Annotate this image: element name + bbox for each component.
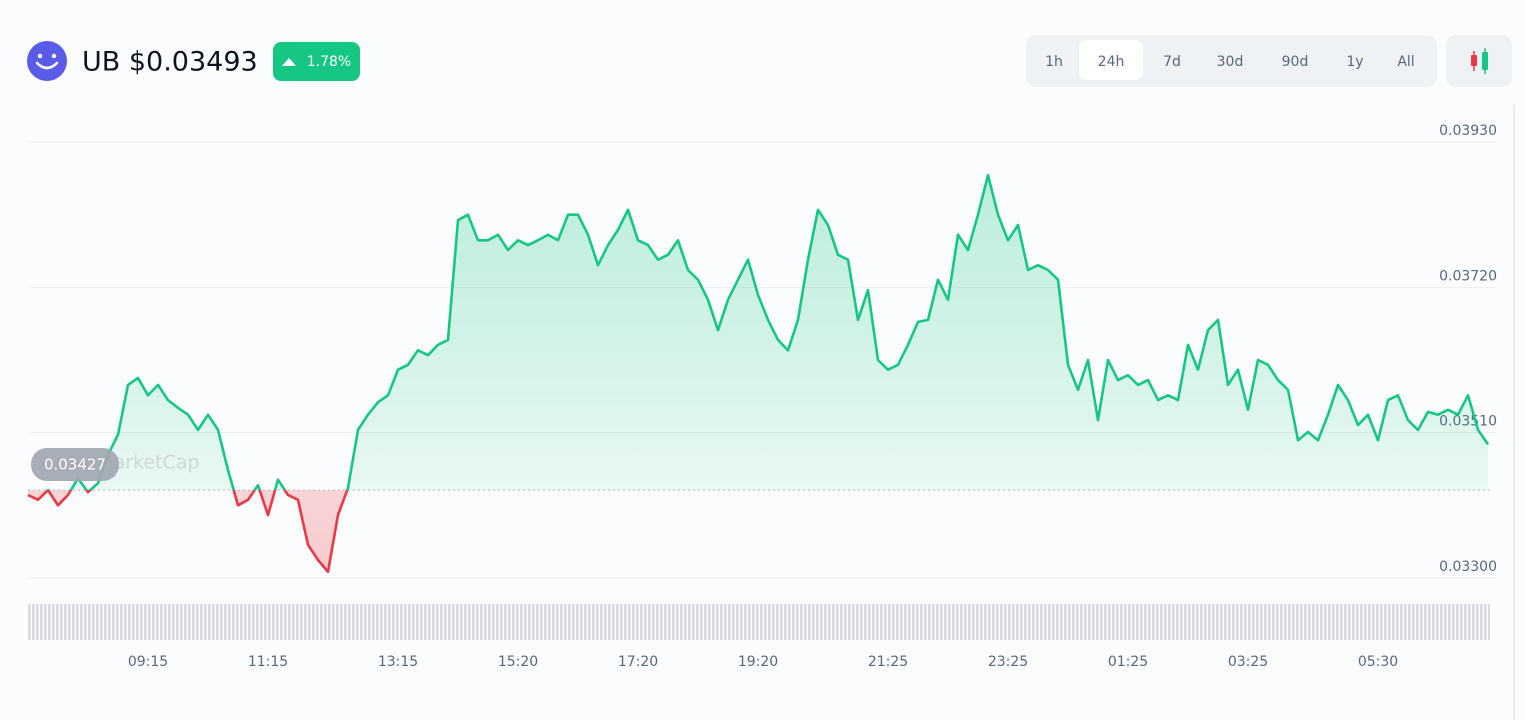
- range-button[interactable]: 7d: [1163, 54, 1181, 70]
- range-button[interactable]: 1y: [1346, 54, 1363, 70]
- range-button[interactable]: All: [1397, 54, 1414, 70]
- range-button[interactable]: 24h: [1098, 54, 1125, 70]
- x-tick-label: 17:20: [618, 654, 658, 670]
- x-tick-label: 21:25: [868, 654, 908, 670]
- chart-type-toggle[interactable]: [1446, 35, 1512, 87]
- price-title: UB $0.03493: [82, 47, 258, 78]
- price-line-below: [27, 490, 349, 574]
- area-down: [28, 490, 1488, 572]
- volume-band: [28, 604, 1490, 640]
- range-button[interactable]: 90d: [1282, 54, 1309, 70]
- change-value: 1.78%: [307, 54, 351, 70]
- x-tick-label: 11:15: [248, 654, 288, 670]
- x-tick-label: 03:25: [1228, 654, 1268, 670]
- y-tick-label: 0.03300: [1439, 559, 1497, 575]
- baseline-badge: [31, 448, 119, 481]
- x-tick-label: 23:25: [988, 654, 1028, 670]
- area-up: [47, 175, 1488, 491]
- range-button[interactable]: 30d: [1217, 54, 1244, 70]
- x-tick-label: 05:30: [1358, 654, 1398, 670]
- candle-icon: [1471, 48, 1488, 74]
- range-active: [1079, 40, 1143, 80]
- x-tick-label: 15:20: [498, 654, 538, 670]
- x-tick-label: 13:15: [378, 654, 418, 670]
- y-tick-label: 0.03930: [1439, 123, 1497, 139]
- token-logo: [27, 41, 67, 81]
- change-badge: [273, 42, 360, 81]
- price-line: [46, 173, 1490, 491]
- x-tick-label: 01:25: [1108, 654, 1148, 670]
- baseline-label: 0.03427: [44, 456, 106, 474]
- y-tick-label: 0.03720: [1439, 268, 1497, 284]
- x-tick-label: 19:20: [738, 654, 778, 670]
- range-button[interactable]: 1h: [1045, 54, 1063, 70]
- x-tick-label: 09:15: [128, 654, 168, 670]
- up-arrow: [282, 58, 296, 66]
